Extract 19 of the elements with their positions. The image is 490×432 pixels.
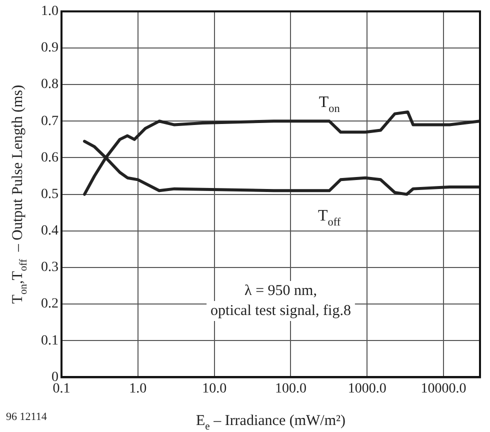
y-tick-label: 0.4 [41, 224, 58, 239]
text: 96 12114 [6, 411, 48, 423]
y-tick-label: 0.8 [41, 77, 58, 92]
y-axis-title: Ton,Toff – Output Pulse Length (ms) [10, 84, 30, 304]
y-tick-label: 0.1 [41, 333, 58, 348]
x-tick-label: 1.0 [129, 381, 147, 396]
y-tick-label: 0.9 [41, 40, 58, 56]
x-tick-label: 0.1 [52, 381, 70, 396]
y-tick-label: 0.2 [41, 296, 58, 312]
x-tick-label: 10000.0 [420, 381, 466, 396]
y-tick-label: 0.7 [41, 114, 58, 129]
y-tick-label: 0.5 [41, 186, 58, 202]
annotation: λ = 950 nm, optical test signal, fig.8 [210, 283, 351, 320]
y-tick-label: 1.0 [41, 4, 58, 20]
x-tick-label: 10.0 [202, 381, 227, 396]
x-tick-label: 100.0 [274, 381, 306, 396]
x-tick-label: 1000.0 [348, 381, 386, 396]
y-tick-label: 0.6 [41, 150, 58, 166]
y-tick-label: 0.3 [41, 260, 58, 276]
